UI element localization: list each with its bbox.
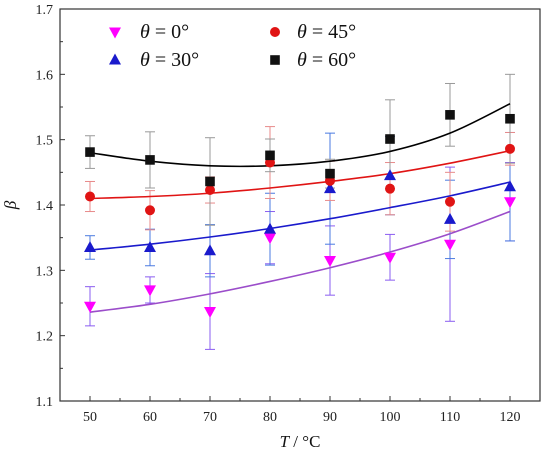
data-point <box>264 222 276 234</box>
legend-entry: θ = 30° <box>109 49 199 71</box>
data-point <box>445 196 455 207</box>
data-point <box>324 182 336 194</box>
fit-curve <box>89 210 511 313</box>
legend-label: θ = 0° <box>140 21 189 43</box>
fit-curve <box>89 181 511 251</box>
data-point <box>504 197 516 209</box>
data-point <box>145 155 155 165</box>
x-axis-title-separator: / <box>289 432 302 451</box>
x-axis-title-unit: °C <box>302 432 320 451</box>
legend-label: θ = 60° <box>297 49 356 71</box>
data-point <box>204 244 216 256</box>
legend-entry: θ = 60° <box>270 49 356 71</box>
legend-label-var: θ <box>140 21 155 43</box>
x-tick-label: 100 <box>380 410 401 425</box>
data-markers <box>84 110 516 318</box>
data-point <box>505 113 515 124</box>
data-point <box>84 240 96 252</box>
legend-label-value: = 45° <box>312 21 356 43</box>
data-point <box>384 252 396 264</box>
y-tick-label: 1.7 <box>36 3 54 18</box>
y-axis-title: β <box>1 200 20 210</box>
x-tick-label: 60 <box>143 410 157 425</box>
legend-label-value: = 30° <box>155 49 199 71</box>
legend-label-var: θ <box>140 49 155 71</box>
data-point <box>205 184 215 195</box>
legend-label-var: θ <box>297 49 312 71</box>
data-point <box>384 169 396 181</box>
data-point <box>204 306 216 318</box>
fit-curve <box>89 103 511 168</box>
y-tick-label: 1.1 <box>36 395 54 410</box>
data-point <box>505 143 515 154</box>
legend-marker <box>270 55 280 65</box>
legend-label-value: = 60° <box>312 49 356 71</box>
data-point <box>325 168 335 179</box>
legend-marker <box>270 27 280 37</box>
data-point <box>205 176 215 187</box>
legend-label: θ = 45° <box>297 21 356 43</box>
data-point <box>144 285 156 297</box>
legend-entry: θ = 0° <box>109 21 189 43</box>
data-point <box>144 240 156 252</box>
legend-marker <box>109 53 121 65</box>
x-axis-title-var: T <box>280 432 291 451</box>
legend-label-var: θ <box>297 21 312 43</box>
data-point <box>85 147 95 157</box>
y-tick-label: 1.6 <box>36 68 54 83</box>
legend-entry: θ = 45° <box>270 21 356 43</box>
fit-curves <box>89 103 511 313</box>
x-tick-label: 120 <box>500 410 521 425</box>
data-point <box>504 180 516 192</box>
x-axis: 50 60 70 80 90 100 110 120 <box>83 396 521 425</box>
legend-label-value: = 0° <box>155 21 189 43</box>
legend-label: θ = 30° <box>140 49 199 71</box>
data-point <box>145 205 155 216</box>
data-point <box>385 134 395 144</box>
y-tick-label: 1.2 <box>36 330 54 345</box>
x-tick-label: 110 <box>440 410 460 425</box>
fit-curve <box>89 149 511 200</box>
data-point <box>444 239 456 251</box>
data-point <box>444 212 456 224</box>
data-point <box>264 233 276 245</box>
data-point <box>324 256 336 268</box>
data-point <box>385 183 395 194</box>
y-tick-label: 1.4 <box>36 199 54 214</box>
y-tick-label: 1.3 <box>36 264 54 279</box>
x-tick-label: 90 <box>323 410 337 425</box>
data-point <box>445 110 455 120</box>
x-tick-label: 70 <box>203 410 217 425</box>
y-tick-label: 1.5 <box>36 134 54 149</box>
legend: θ = 0° θ = 45°θ = 30° θ = 60° <box>109 21 356 71</box>
data-point <box>85 191 95 202</box>
x-tick-label: 80 <box>263 410 277 425</box>
data-point <box>84 301 96 313</box>
x-tick-label: 50 <box>83 410 97 425</box>
y-axis: 1.1 1.2 1.3 1.4 1.5 1.6 1.7 <box>36 3 65 410</box>
x-axis-title: T / °C <box>280 432 321 451</box>
legend-marker <box>109 27 121 39</box>
data-point <box>265 150 275 161</box>
